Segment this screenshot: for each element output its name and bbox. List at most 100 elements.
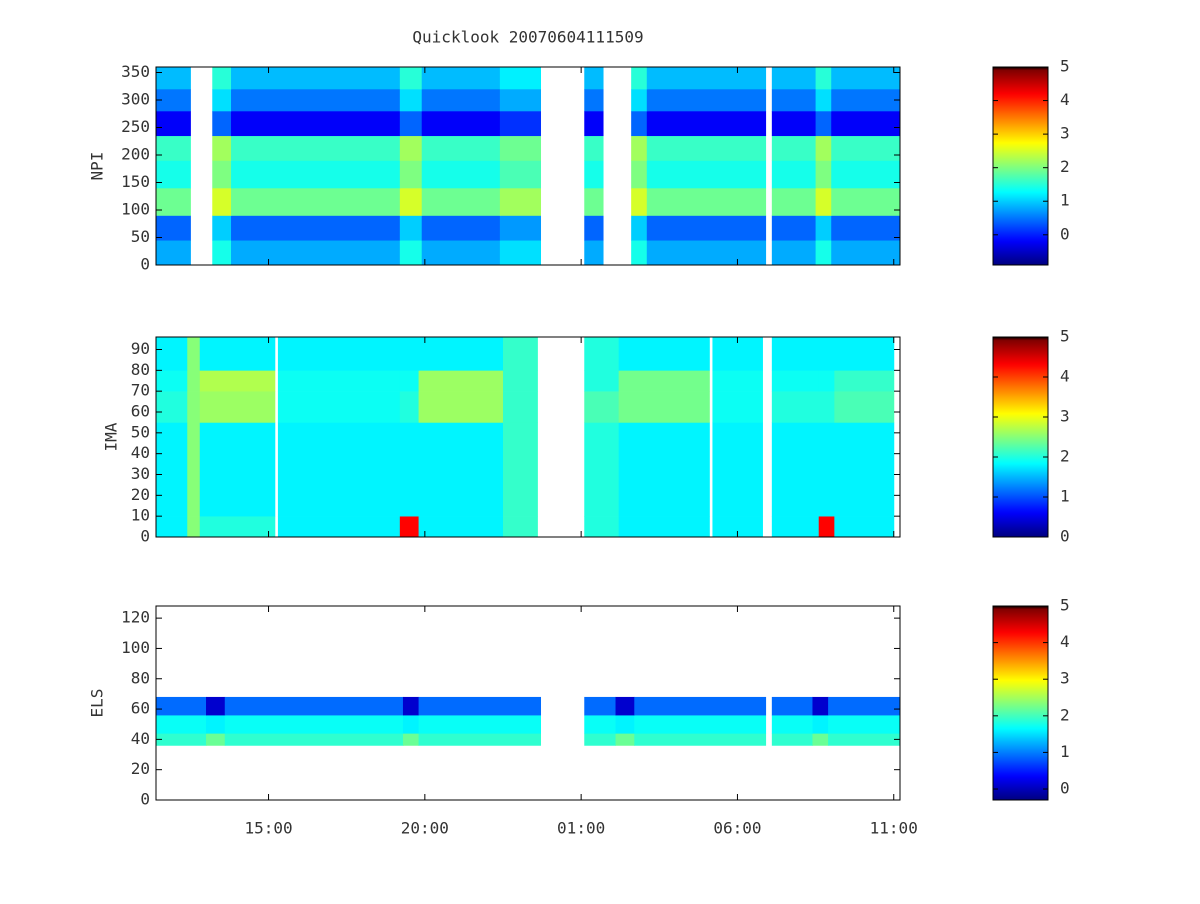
heatmap-cell: [156, 696, 207, 716]
heatmap-cell: [815, 111, 832, 137]
heatmap-cell: [584, 215, 604, 241]
heatmap-cell: [828, 715, 901, 734]
heatmap-cell: [771, 160, 817, 189]
heatmap-cell: [615, 733, 635, 746]
heatmap-cell: [646, 67, 767, 90]
heatmap-cell: [206, 696, 226, 716]
heatmap-cell: [156, 715, 207, 734]
heatmap-cell: [187, 516, 201, 538]
colorbar-tick-label: 5: [1060, 327, 1070, 346]
heatmap-cell: [646, 160, 767, 189]
heatmap-cell: [277, 422, 401, 517]
heatmap-cell: [187, 370, 201, 392]
heatmap-cell: [418, 516, 504, 538]
heatmap-cell: [771, 67, 817, 90]
heatmap-cell: [231, 89, 401, 112]
heatmap-cell: [421, 89, 501, 112]
heatmap-cell: [421, 188, 501, 216]
heatmap-cell: [834, 391, 895, 423]
heatmap-cell: [646, 111, 767, 137]
colorbar-tick-label: 2: [1060, 705, 1070, 724]
y-tick-label: 10: [131, 506, 150, 525]
heatmap-cell: [499, 135, 542, 161]
heatmap-cell: [499, 215, 542, 241]
heatmap-cell: [712, 370, 763, 392]
colorbar-tick-label: 1: [1060, 487, 1070, 506]
y-tick-label: 250: [121, 117, 150, 136]
heatmap-cell: [631, 111, 648, 137]
heatmap-cell: [399, 111, 423, 137]
heatmap-cell: [812, 733, 829, 746]
heatmap-cell: [402, 715, 420, 734]
heatmap-cell: [646, 135, 767, 161]
heatmap-cell: [156, 215, 191, 241]
heatmap-cell: [156, 89, 191, 112]
heatmap-cell: [618, 370, 710, 392]
heatmap-cell: [815, 188, 832, 216]
colorbar-tick-label: 5: [1060, 596, 1070, 615]
heatmap-cell: [771, 391, 820, 423]
heatmap-cell: [187, 391, 201, 423]
heatmap-cell: [199, 516, 276, 538]
heatmap-cell: [399, 67, 423, 90]
heatmap-cell: [818, 370, 835, 392]
heatmap-cell: [224, 733, 404, 746]
heatmap-cell: [156, 240, 191, 266]
y-tick-label: 90: [131, 339, 150, 358]
y-tick-label: 80: [131, 360, 150, 379]
heatmap-cell: [231, 135, 401, 161]
heatmap-cell: [631, 160, 648, 189]
heatmap-cell: [499, 160, 542, 189]
heatmap-cell: [771, 370, 820, 392]
y-tick-label: 30: [131, 464, 150, 483]
y-tick-label: 60: [131, 402, 150, 421]
x-tick-label: 01:00: [557, 819, 605, 838]
heatmap-cell: [584, 89, 604, 112]
heatmap-cell: [615, 715, 635, 734]
heatmap-cell: [187, 422, 201, 517]
heatmap-cell: [421, 160, 501, 189]
colorbar-tick-label: 0: [1060, 527, 1070, 546]
heatmap-cell: [631, 135, 648, 161]
heatmap-cell: [399, 370, 420, 392]
heatmap-cell: [399, 135, 423, 161]
y-axis-label: NPI: [88, 152, 107, 181]
heatmap-cell: [646, 89, 767, 112]
heatmap-cell: [206, 715, 226, 734]
colorbar: [992, 336, 1049, 538]
heatmap-cell: [231, 111, 401, 137]
colorbar-tick-label: 0: [1060, 779, 1070, 798]
heatmap-cell: [421, 67, 501, 90]
heatmap-cell: [502, 516, 538, 538]
heatmap-cell: [634, 733, 767, 746]
heatmap-cell: [212, 215, 232, 241]
heatmap-cell: [399, 337, 420, 371]
heatmap-cell: [212, 160, 232, 189]
y-tick-label: 80: [131, 668, 150, 687]
colorbar: [992, 605, 1049, 801]
y-tick-label: 0: [140, 255, 150, 274]
heatmap-cell: [418, 696, 542, 716]
heatmap-cell: [499, 111, 542, 137]
x-tick-label: 06:00: [713, 819, 761, 838]
heatmap-cell: [206, 733, 226, 746]
heatmap-cell: [828, 696, 901, 716]
plot-frame: [155, 336, 901, 538]
heatmap-cell: [584, 188, 604, 216]
heatmap-cell: [277, 370, 401, 392]
heatmap-cell: [199, 422, 276, 517]
y-tick-label: 120: [121, 608, 150, 627]
heatmap-cell: [399, 89, 423, 112]
heatmap-cell: [831, 89, 901, 112]
colorbar-tick-label: 3: [1060, 407, 1070, 426]
heatmap-cell: [584, 135, 604, 161]
heatmap-cell: [421, 111, 501, 137]
heatmap-cell: [584, 696, 617, 716]
heatmap-cell: [399, 391, 420, 423]
colorbar-tick-label: 4: [1060, 90, 1070, 109]
y-axis-label: IMA: [102, 422, 121, 451]
heatmap-cell: [502, 391, 538, 423]
heatmap-cell: [156, 391, 188, 423]
heatmap-cell: [815, 215, 832, 241]
heatmap-cell: [231, 240, 401, 266]
